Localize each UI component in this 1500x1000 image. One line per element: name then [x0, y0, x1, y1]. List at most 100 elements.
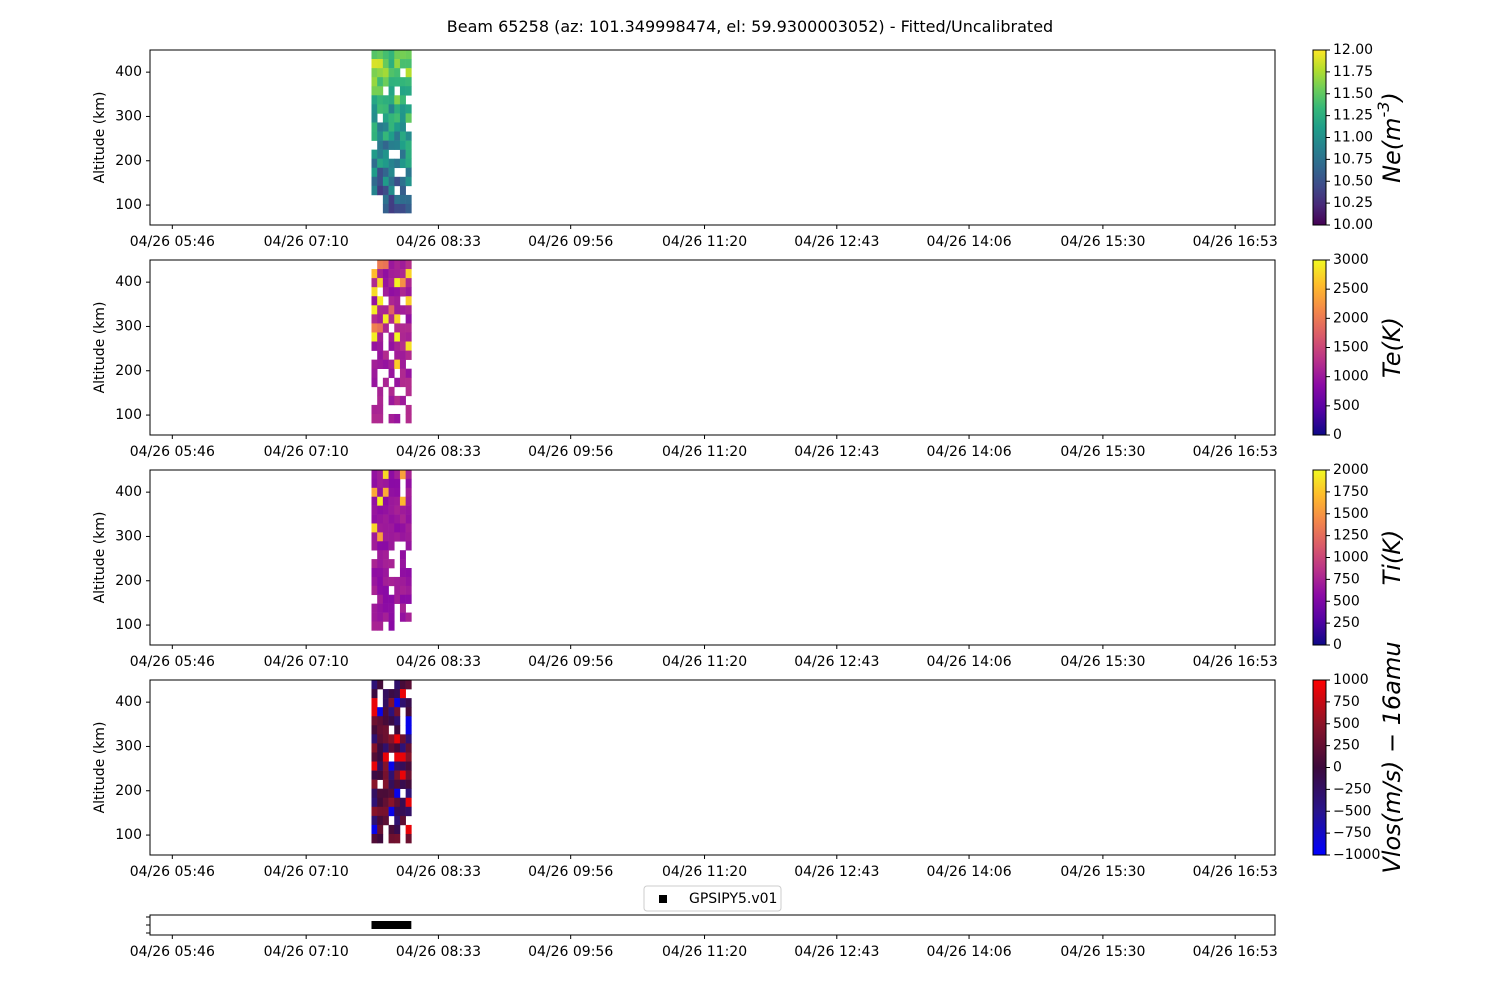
- ne-heatmap-cell: [394, 95, 401, 105]
- ne-heatmap-cell: [388, 176, 395, 187]
- vlos-heatmap-cell: [377, 734, 384, 744]
- te-heatmap-cell: [371, 323, 378, 333]
- ti-ylabel: Altitude (km): [92, 512, 108, 604]
- ne-heatmap-cell: [394, 131, 401, 141]
- ti-heatmap-cell: [377, 541, 384, 551]
- ti-heatmap-cell: [388, 576, 395, 587]
- ne-heatmap-cell: [399, 185, 406, 196]
- te-heatmap-cell: [382, 323, 389, 333]
- te-heatmap-cell: [382, 305, 389, 315]
- vlos-heatmap-cell: [399, 779, 406, 789]
- te-heatmap-cell: [405, 332, 412, 342]
- ti-heatmap-cell: [371, 478, 378, 489]
- te-colorbar-tick-label: 500: [1333, 398, 1360, 414]
- te-heatmap-cell: [405, 350, 412, 360]
- ne-heatmap-cell: [388, 131, 395, 141]
- te-heatmap-cell: [371, 305, 378, 315]
- te-heatmap-cell: [399, 305, 406, 315]
- ti-heatmap-cell: [405, 478, 412, 489]
- te-colorbar-tick-label: 2000: [1333, 310, 1369, 326]
- ti-heatmap-cell: [382, 487, 389, 498]
- timeline-xtick-label: 04/26 05:46: [130, 944, 215, 960]
- te-heatmap-cell: [394, 296, 401, 306]
- vlos-colorbar-tick-label: −1000: [1333, 847, 1380, 863]
- te-axes-frame: [149, 259, 1276, 436]
- ne-heatmap-cell: [382, 149, 389, 159]
- vlos-heatmap-cell: [371, 698, 378, 708]
- ti-heatmap-cell: [405, 505, 412, 515]
- te-heatmap-cell: [399, 287, 406, 297]
- vlos-heatmap-cell: [405, 734, 412, 744]
- te-heatmap-cell: [377, 323, 384, 333]
- ti-xtick-label: 04/26 14:06: [926, 654, 1011, 670]
- panel-te: 100 200 300 400 04/26 05:46 04/26 07:10 04/26 …: [92, 252, 1406, 460]
- te-heatmap-cell: [394, 413, 401, 424]
- te-heatmap-cell: [371, 368, 378, 379]
- ne-xtick-label: 04/26 08:33: [396, 234, 481, 250]
- ne-heatmap-cell: [394, 77, 401, 87]
- te-colorbar: [1312, 259, 1327, 436]
- vlos-heatmap-cell: [371, 806, 378, 817]
- vlos-heatmap-cell: [382, 815, 389, 826]
- ti-heatmap-cell: [388, 603, 395, 613]
- timeline-xtick-label: 04/26 11:20: [662, 944, 747, 960]
- vlos-heatmap-cell: [399, 806, 406, 817]
- vlos-heatmap-cell: [377, 788, 384, 799]
- ne-colorbar-label-base: Ne(m: [1378, 117, 1406, 182]
- te-heatmap-cell: [377, 341, 384, 351]
- te-heatmap-cell: [399, 332, 406, 342]
- te-colorbar-tick-label: 1500: [1333, 340, 1369, 356]
- ne-heatmap-cell: [394, 158, 401, 169]
- vlos-heatmap-cell: [388, 707, 395, 717]
- te-heatmap-cell: [405, 287, 412, 297]
- vlos-heatmap-cell: [371, 815, 378, 826]
- ne-colorbar-label-tail: ): [1378, 92, 1406, 103]
- ne-heatmap-cell: [377, 158, 384, 169]
- panel-ti: 100 200 300 400 04/26 05:46 04/26 07:10 04/26 …: [92, 462, 1406, 670]
- te-colorbar-tick-label: 3000: [1333, 252, 1369, 268]
- ti-heatmap-cell: [388, 541, 395, 551]
- te-heatmap-cell: [377, 305, 384, 315]
- ne-heatmap-cell: [371, 158, 378, 169]
- vlos-heatmap-cell: [394, 707, 401, 717]
- ne-xtick-label: 04/26 09:56: [528, 234, 613, 250]
- vlos-heatmap-cell: [405, 806, 412, 817]
- vlos-heatmap-cell: [377, 761, 384, 771]
- vlos-heatmap-cell: [388, 833, 395, 844]
- ne-heatmap-cell: [405, 59, 412, 69]
- ti-heatmap-cell: [394, 585, 401, 596]
- vlos-heatmap-cell: [388, 779, 395, 789]
- ne-colorbar-tick-label: 11.75: [1333, 64, 1373, 80]
- vlos-heatmap-cell: [394, 689, 401, 699]
- ne-heatmap-cell: [371, 113, 378, 123]
- te-heatmap-cell: [371, 377, 378, 388]
- vlos-heatmap-cell: [394, 716, 401, 726]
- vlos-colorbar-label: Vlos(m/s) − 16amu: [1378, 641, 1406, 873]
- ne-heatmap-cell: [377, 149, 384, 159]
- ti-heatmap-cell: [399, 612, 406, 622]
- te-heatmap-cell: [388, 296, 395, 306]
- vlos-axes-frame: [149, 679, 1276, 856]
- te-heatmap-cell: [394, 359, 401, 369]
- ne-ytick-label: 100: [115, 197, 142, 213]
- ti-heatmap-cell: [371, 612, 378, 622]
- te-xtick-label: 04/26 07:10: [264, 444, 349, 460]
- vlos-heatmap-cell: [371, 734, 378, 744]
- ne-heatmap-cell: [382, 77, 389, 87]
- vlos-heatmap-cell: [405, 797, 412, 808]
- ne-heatmap-cell: [394, 194, 401, 205]
- te-xtick-label: 04/26 05:46: [130, 444, 215, 460]
- vlos-heatmap-cell: [382, 788, 389, 799]
- vlos-heatmap-cell: [394, 725, 401, 735]
- ne-heatmap-cells: [371, 50, 412, 214]
- te-heatmap-cell: [405, 368, 412, 379]
- vlos-heatmap-cell: [394, 743, 401, 753]
- ne-heatmap-cell: [399, 176, 406, 187]
- te-ytick-label: 300: [115, 318, 142, 334]
- te-heatmap-cell: [388, 368, 395, 379]
- ti-heatmap-cell: [371, 514, 378, 524]
- vlos-colorbar-tick-label: −500: [1333, 803, 1371, 819]
- ti-heatmap-cell: [382, 514, 389, 524]
- ne-xtick-label: 04/26 11:20: [662, 234, 747, 250]
- timeline-xtick-label: 04/26 08:33: [396, 944, 481, 960]
